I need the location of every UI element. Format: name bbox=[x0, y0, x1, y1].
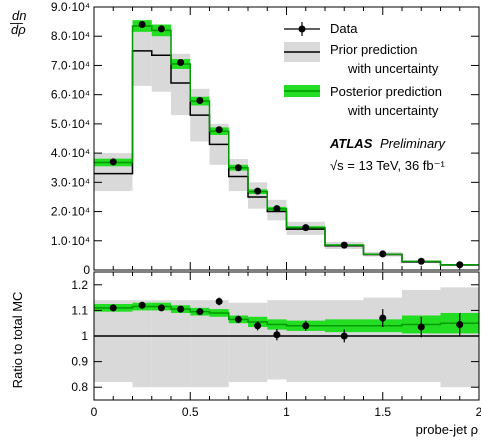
ratio-data-point bbox=[215, 297, 223, 305]
prior-band-bin-3 bbox=[171, 53, 191, 116]
atlas-experiment-line: ATLAS Preliminary bbox=[329, 136, 447, 151]
data-point bbox=[109, 158, 117, 166]
ratio-prior-band-bin-4 bbox=[190, 300, 210, 388]
legend-data-label: Data bbox=[330, 21, 358, 36]
ratio-panel: 0.8 0.9 1 1.1 1.2 0 0.5 1 1.5 2 Ratio to total M… bbox=[10, 271, 481, 437]
ratio-prior-band-bin-3 bbox=[171, 300, 191, 388]
ratio-data-point bbox=[177, 305, 185, 313]
legend-prior-entry: Prior prediction with uncertainty bbox=[284, 42, 439, 76]
data-point bbox=[177, 59, 185, 67]
data-point bbox=[340, 241, 348, 249]
y-tick-label: 9.0·10⁴ bbox=[51, 0, 90, 14]
legend-data-entry: Data bbox=[284, 21, 358, 36]
legend: Data Prior prediction with uncertainty P… bbox=[284, 21, 442, 118]
data-point bbox=[138, 21, 146, 29]
y-tick-label: 3.0·10⁴ bbox=[51, 175, 90, 189]
data-point bbox=[417, 257, 425, 265]
ratio-prior-band-bin-13 bbox=[440, 287, 479, 388]
legend-posterior-label-line1: Posterior prediction bbox=[330, 84, 442, 99]
ratio-y-tick-label: 1.2 bbox=[71, 278, 88, 292]
ratio-prior-band-bin-6 bbox=[228, 302, 248, 383]
ratio-data-point bbox=[109, 304, 117, 312]
ratio-prior-uncertainty-band bbox=[94, 287, 479, 388]
atlas-label: ATLAS Preliminary √s = 13 TeV, 36 fb⁻¹ bbox=[329, 136, 447, 173]
ratio-data-points bbox=[109, 297, 464, 343]
ratio-prior-band-bin-2 bbox=[151, 300, 171, 388]
data-points bbox=[109, 21, 464, 269]
ratio-y-tick-label: 0.8 bbox=[71, 380, 88, 394]
data-point bbox=[215, 126, 223, 134]
legend-data-marker-dot bbox=[298, 25, 306, 33]
x-tick-label: 1 bbox=[283, 405, 290, 419]
data-point bbox=[196, 97, 204, 105]
ratio-data-point bbox=[273, 331, 281, 339]
prior-band-bin-6 bbox=[228, 158, 248, 192]
x-tick-label: 1.5 bbox=[374, 405, 391, 419]
legend-posterior-label-line2: with uncertainty bbox=[347, 103, 439, 118]
data-point bbox=[157, 25, 165, 33]
ratio-y-tick-label: 1 bbox=[81, 329, 88, 343]
ratio-prior-band-bin-9 bbox=[286, 300, 325, 383]
main-y-axis-ticks: 0 1.0·10⁴ 2.0·10⁴ 3.0·10⁴ 4.0·10⁴ 5.0·10⁴ 6.0·… bbox=[51, 0, 479, 277]
ratio-data-point bbox=[234, 315, 242, 323]
atlas-energy-lumi: √s = 13 TeV, 36 fb⁻¹ bbox=[330, 158, 445, 173]
data-point bbox=[456, 261, 464, 269]
x-axis-label: probe-jet ρ bbox=[416, 422, 478, 437]
prior-band-bin-1 bbox=[132, 21, 152, 86]
y-tick-label: 5.0·10⁴ bbox=[51, 117, 90, 131]
data-point bbox=[273, 205, 281, 213]
y-tick-label: 6.0·10⁴ bbox=[51, 88, 90, 102]
legend-prior-label-line2: with uncertainty bbox=[347, 61, 439, 76]
prior-band-bin-7 bbox=[248, 182, 268, 209]
prior-band-bin-2 bbox=[151, 24, 171, 92]
ratio-data-point bbox=[157, 304, 165, 312]
y-tick-label: 7.0·10⁴ bbox=[51, 58, 90, 72]
y-tick-label: 4.0·10⁴ bbox=[51, 146, 90, 160]
ratio-data-point bbox=[302, 322, 310, 330]
x-tick-label: 0 bbox=[91, 405, 98, 419]
ratio-y-axis-ticks: 0.8 0.9 1 1.1 1.2 bbox=[71, 278, 479, 394]
ratio-prior-band-bin-7 bbox=[248, 302, 268, 383]
ratio-posterior-line bbox=[94, 305, 479, 327]
ratio-y-tick-label: 1.1 bbox=[71, 303, 88, 317]
ratio-prior-band-bin-1 bbox=[132, 300, 152, 388]
main-y-axis-label: dn―dρ bbox=[9, 8, 26, 37]
legend-posterior-entry: Posterior prediction with uncertainty bbox=[284, 84, 442, 118]
ratio-y-tick-label: 0.9 bbox=[71, 355, 88, 369]
x-tick-label: 0.5 bbox=[182, 405, 199, 419]
ratio-data-point bbox=[417, 323, 425, 331]
data-point bbox=[254, 187, 262, 195]
y-tick-label: 8.0·10⁴ bbox=[51, 29, 90, 43]
ratio-prior-band-bin-5 bbox=[209, 300, 229, 388]
ratio-data-point bbox=[340, 332, 348, 340]
ratio-data-point bbox=[254, 322, 262, 330]
ratio-y-axis-label: Ratio to total MC bbox=[10, 292, 25, 389]
y-tick-label: 0 bbox=[83, 263, 90, 277]
data-point bbox=[234, 164, 242, 172]
y-tick-label: 2.0·10⁴ bbox=[51, 205, 90, 219]
atlas-status: Preliminary bbox=[380, 136, 447, 151]
ratio-data-point bbox=[138, 301, 146, 309]
data-point bbox=[302, 224, 310, 232]
ratio-data-point bbox=[456, 320, 464, 328]
y-tick-label: 1.0·10⁴ bbox=[51, 234, 90, 248]
main-panel: 0 1.0·10⁴ 2.0·10⁴ 3.0·10⁴ 4.0·10⁴ 5.0·10⁴ 6.0·… bbox=[9, 0, 480, 277]
x-tick-label: 2 bbox=[476, 405, 481, 419]
ratio-x-axis-ticks: 0 0.5 1 1.5 2 bbox=[91, 272, 481, 419]
atlas-experiment-name: ATLAS bbox=[329, 136, 373, 151]
legend-prior-label-line1: Prior prediction bbox=[330, 42, 417, 57]
ratio-prior-band-bin-0 bbox=[94, 300, 133, 383]
main-x-axis-ticks bbox=[93, 7, 480, 270]
data-point bbox=[379, 250, 387, 258]
ratio-data-point bbox=[196, 308, 204, 316]
ratio-data-point bbox=[379, 314, 387, 322]
